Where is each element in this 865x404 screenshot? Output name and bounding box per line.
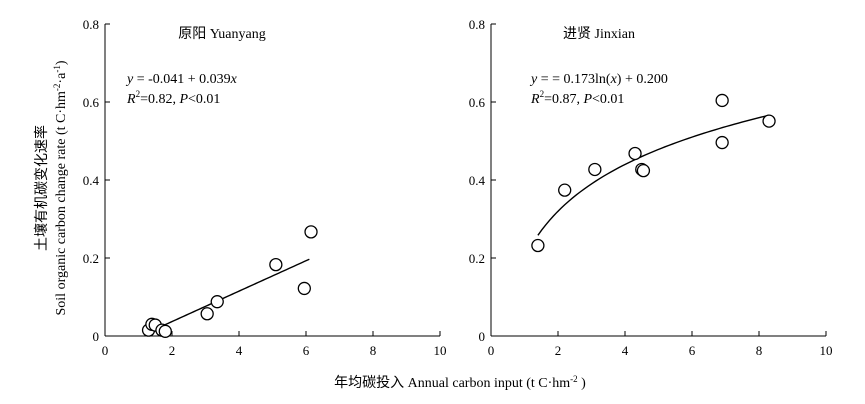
data-point	[158, 324, 172, 338]
equation-part: y	[125, 72, 134, 87]
data-point	[269, 257, 283, 272]
y-axis-label-english-end: )	[54, 60, 69, 65]
panel-title: 进贤 Jinxian	[563, 26, 635, 42]
equation-part: =0.82,	[140, 92, 179, 107]
equation-part: = = 0.173ln(	[537, 72, 611, 87]
x-tick-label: 0	[102, 343, 109, 358]
x-axis-label-main: 年均碳投入 Annual carbon input (t C·hm	[334, 375, 570, 391]
equation-line-2: R2=0.87, P<0.01	[530, 89, 624, 107]
equation-part: P	[178, 92, 188, 107]
x-tick-label: 4	[622, 343, 629, 358]
x-axis-label: 年均碳投入 Annual carbon input (t C·hm-2 )	[334, 374, 586, 391]
panel-title: 原阳 Yuanyang	[178, 26, 266, 42]
y-tick-label: 0.6	[469, 95, 486, 110]
y-axis-label-english: Soil organic carbon change rate (t C·hm-…	[52, 60, 69, 315]
x-axis-label-end: )	[578, 376, 587, 391]
y-tick-label: 0	[479, 329, 486, 344]
x-tick-label: 6	[303, 343, 310, 358]
y-tick-label: 0.2	[83, 251, 99, 266]
equation-part: 2	[136, 89, 141, 99]
data-point	[636, 163, 651, 178]
x-tick-label: 6	[689, 343, 696, 358]
data-point	[762, 114, 776, 128]
equation-part: y	[529, 72, 538, 87]
equation-part: <0.01	[188, 92, 220, 107]
y-tick-label: 0.4	[83, 173, 100, 188]
y-tick-label: 0.8	[83, 17, 99, 32]
equation-line-1: y = -0.041 + 0.039x	[125, 72, 238, 87]
equation-part: x	[230, 72, 238, 87]
x-tick-label: 4	[236, 343, 243, 358]
x-tick-label: 2	[169, 343, 176, 358]
data-point	[588, 162, 602, 177]
equation-part: x	[610, 72, 618, 87]
panel-yuanyang: 0 2 4 6 8 10 0 0.2 0.4 0.6 0.8 原阳 Yuanyang y = -0.04…	[83, 17, 447, 358]
data-point	[628, 146, 642, 161]
data-point	[531, 238, 545, 253]
x-tick-label: 10	[820, 343, 833, 358]
y-axis-label-sup1: -2	[52, 84, 62, 92]
equation-part: R	[530, 92, 540, 107]
y-axis-label-english-part1: Soil organic carbon change rate (t C·hm	[54, 91, 69, 316]
equation-part: =0.87,	[544, 92, 583, 107]
x-tick-label: 8	[756, 343, 763, 358]
y-axis-label-english-part2: ·a	[54, 72, 69, 84]
y-tick-label: 0.2	[469, 251, 485, 266]
x-tick-label: 10	[434, 343, 447, 358]
y-tick-label: 0	[93, 329, 100, 344]
y-tick-label: 0.6	[83, 95, 100, 110]
equation-part: ) + 0.200	[617, 72, 668, 87]
y-axis-label-chinese: 土壤有机碳变化速率	[33, 125, 50, 251]
data-point	[715, 93, 729, 108]
data-point	[297, 281, 311, 296]
data-point	[304, 225, 318, 239]
equation-part: = -0.041 + 0.039	[133, 72, 230, 87]
fit-line	[537, 114, 770, 236]
data-point	[200, 307, 214, 321]
x-tick-label: 8	[370, 343, 377, 358]
data-point	[210, 295, 224, 309]
data-point	[558, 183, 572, 197]
equation-part: R	[126, 92, 136, 107]
x-tick-label: 2	[555, 343, 562, 358]
y-axis-label-sup2: -1	[52, 65, 62, 73]
equation-line-2: R2=0.82, P<0.01	[126, 89, 220, 107]
data-point	[715, 135, 729, 150]
fit-line	[154, 258, 310, 330]
equation-part: 2	[540, 89, 545, 99]
x-axis-label-sup: -2	[570, 374, 578, 384]
y-tick-label: 0.4	[469, 173, 486, 188]
panel-jinxian: 0 2 4 6 8 10 0 0.2 0.4 0.6 0.8 进贤 Jinxian y = = 0.17…	[469, 17, 833, 358]
equation-part: P	[582, 92, 592, 107]
equation-part: <0.01	[592, 92, 624, 107]
equation-line-1: y = = 0.173ln(x) + 0.200	[529, 72, 668, 87]
y-tick-label: 0.8	[469, 17, 485, 32]
x-tick-label: 0	[488, 343, 495, 358]
